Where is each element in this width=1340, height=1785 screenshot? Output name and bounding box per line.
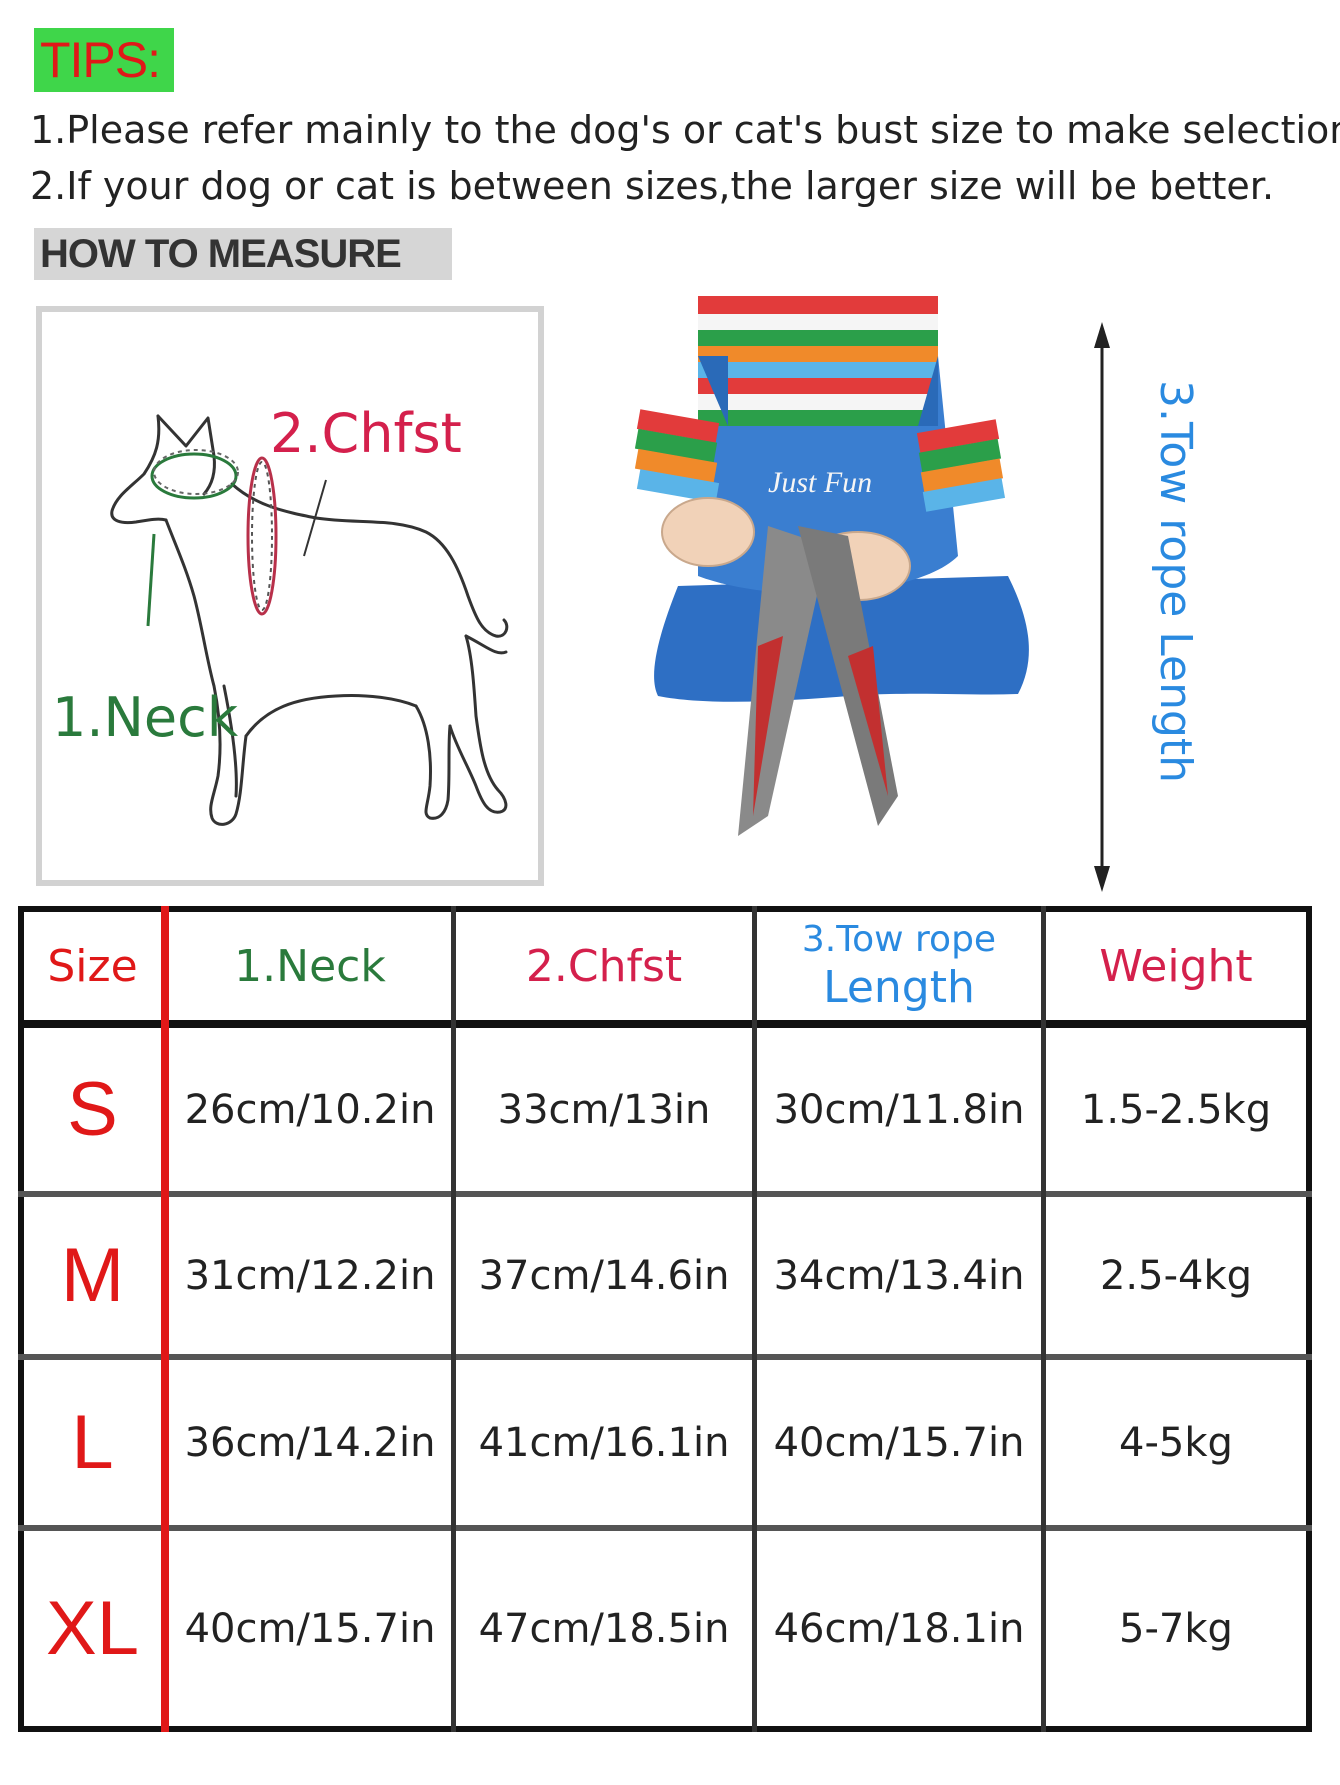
cell-neck: 31cm/12.2in (184, 1252, 436, 1299)
tips-badge (34, 28, 174, 92)
size-letter: S (67, 1067, 118, 1152)
tip-line-1: 1.Please refer mainly to the dog's or ca… (30, 108, 1340, 152)
chest-label: 2.Chfst (270, 402, 462, 465)
cell-weight: 4-5kg (1119, 1419, 1233, 1466)
cell-weight: 1.5-2.5kg (1080, 1086, 1272, 1133)
header-chest: 2.Chfst (525, 940, 683, 992)
cell-chest: 47cm/18.5in (478, 1605, 730, 1652)
size-letter: XL (46, 1586, 139, 1671)
header-tow-line-1: 3.Tow rope (801, 919, 997, 960)
how-to-measure-banner (34, 228, 452, 280)
tow-rope-label: 3.Tow rope Length (1150, 380, 1340, 783)
cell-weight: 2.5-4kg (1099, 1252, 1253, 1299)
table-grid (18, 906, 1312, 1732)
cell-neck: 40cm/15.7in (184, 1605, 436, 1652)
neck-label: 1.Neck (52, 686, 239, 749)
dog-diagram-frame (36, 306, 544, 886)
length-arrow-icon (1094, 322, 1110, 892)
cell-neck: 36cm/14.2in (184, 1419, 436, 1466)
header-tow-line-2: Length (823, 962, 975, 1013)
cell-neck: 26cm/10.2in (184, 1086, 436, 1133)
cell-tow: 40cm/15.7in (773, 1419, 1025, 1466)
size-letter: M (60, 1233, 125, 1318)
header-weight: Weight (1099, 940, 1253, 992)
cell-chest: 41cm/16.1in (478, 1419, 730, 1466)
cell-tow: 46cm/18.1in (773, 1605, 1025, 1652)
tip-line-2: 2.If your dog or cat is between sizes,th… (30, 164, 1275, 208)
tips-heading: TIPS: (40, 32, 161, 88)
how-to-measure-heading: HOW TO MEASURE (40, 232, 402, 276)
cell-chest: 33cm/13in (497, 1086, 711, 1133)
tow-rope-text: 3.Tow rope Length (1150, 380, 1201, 784)
size-chart-table (18, 906, 1312, 1732)
cell-tow: 30cm/11.8in (773, 1086, 1025, 1133)
costume-text: Just Fun (768, 466, 872, 499)
costume-illustration: Just Fun (634, 296, 1029, 836)
dog-outline-icon (110, 414, 509, 826)
header-neck: 1.Neck (234, 940, 386, 992)
cell-weight: 5-7kg (1119, 1605, 1233, 1652)
header-tow-rope: 3.Tow rope Length (757, 912, 1041, 1020)
header-size: Size (47, 940, 138, 992)
cell-tow: 34cm/13.4in (773, 1252, 1025, 1299)
size-letter: L (71, 1400, 114, 1485)
cell-chest: 37cm/14.6in (478, 1252, 730, 1299)
